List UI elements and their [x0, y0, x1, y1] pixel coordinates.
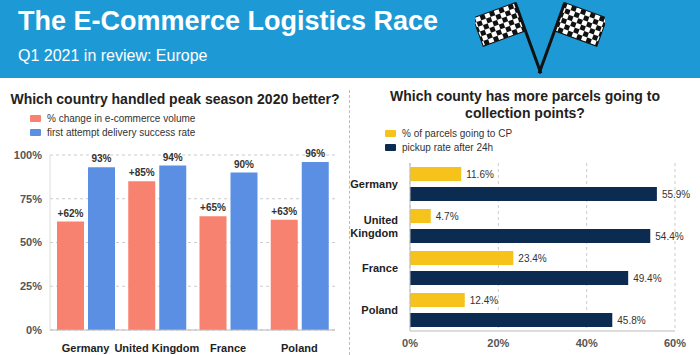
svg-text:94%: 94% [163, 152, 183, 163]
svg-text:+62%: +62% [58, 208, 84, 219]
svg-text:75%: 75% [20, 193, 42, 205]
svg-text:France: France [362, 262, 398, 274]
html-text:pickup rate after 24h: pickup rate after 24h [402, 141, 494, 153]
html-text:first attempt delivery success: first attempt delivery success rate [47, 126, 196, 138]
svg-text:49.4%: 49.4% [633, 273, 661, 284]
svg-text:4.7%: 4.7% [436, 211, 459, 222]
svg-text:United Kingdom: United Kingdom [114, 342, 199, 354]
svg-text:40%: 40% [576, 337, 598, 349]
html-text:Q1 2021 in review: Europe: Q1 2021 in review: Europe [18, 47, 208, 64]
svg-text:+85%: +85% [129, 167, 155, 178]
svg-text:50%: 50% [20, 236, 42, 248]
svg-text:25%: 25% [20, 280, 42, 292]
svg-text:60%: 60% [664, 337, 686, 349]
html-text:% of parcels going to CP: % of parcels going to CP [402, 127, 513, 139]
svg-text:100%: 100% [14, 149, 42, 161]
svg-text:0%: 0% [26, 324, 42, 336]
svg-text:93%: 93% [91, 153, 111, 164]
svg-text:20%: 20% [487, 337, 509, 349]
svg-text:90%: 90% [234, 159, 254, 170]
html-text:The E-Commerce Logistics Race: The E-Commerce Logistics Race [18, 6, 439, 36]
html-text:% change in e-commerce volume: % change in e-commerce volume [47, 112, 196, 124]
svg-text:45.8%: 45.8% [617, 315, 645, 326]
svg-text:23.4%: 23.4% [518, 253, 546, 264]
svg-text:+63%: +63% [271, 206, 297, 217]
svg-text:96%: 96% [305, 148, 325, 159]
svg-text:Germany: Germany [62, 342, 111, 354]
svg-text:Poland: Poland [361, 304, 398, 316]
svg-text:+65%: +65% [200, 202, 226, 213]
svg-text:France: France [210, 342, 246, 354]
svg-text:54.4%: 54.4% [655, 231, 683, 242]
svg-text:0%: 0% [402, 337, 418, 349]
svg-text:55.9%: 55.9% [662, 189, 690, 200]
svg-text:Poland: Poland [281, 342, 318, 354]
svg-text:UnitedKingdom: UnitedKingdom [350, 214, 398, 239]
svg-text:11.6%: 11.6% [466, 169, 494, 180]
html-text:Which county has more parcels: Which county has more parcels going to c… [390, 88, 660, 121]
html-text:Which country handled peak sea: Which country handled peak season 2020 b… [10, 91, 340, 107]
svg-text:Germany: Germany [350, 178, 399, 190]
svg-text:12.4%: 12.4% [470, 295, 498, 306]
